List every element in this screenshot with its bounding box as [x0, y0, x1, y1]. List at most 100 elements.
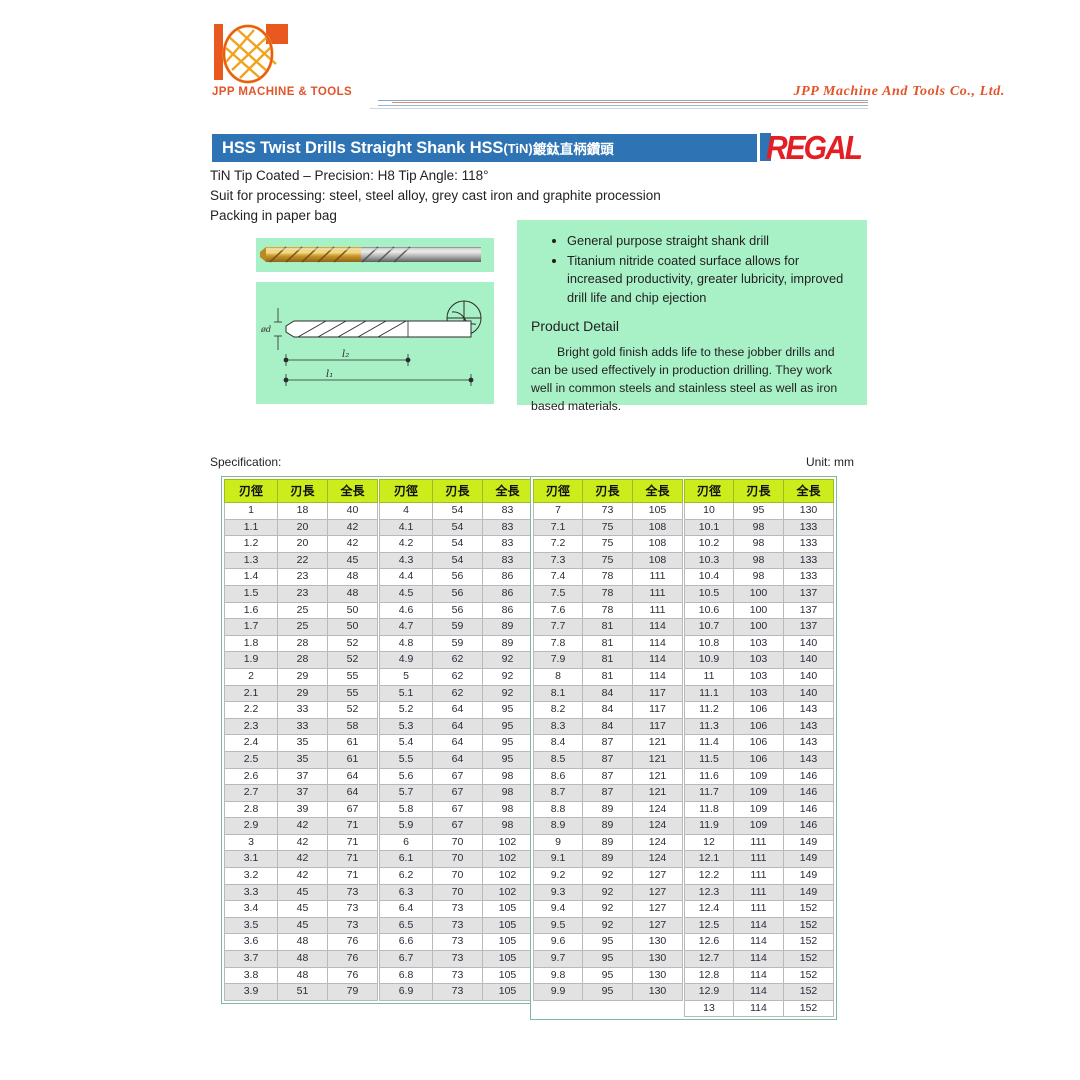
table-cell: 4.9: [379, 651, 433, 669]
table-cell: 12.2: [684, 867, 734, 885]
table-row: 5.7 67 98: [379, 784, 533, 802]
table-cell: 48: [327, 568, 378, 586]
table-cell: 59: [432, 618, 483, 636]
table-cell: 11.6: [684, 767, 734, 786]
table-row: 6.8 73 105: [379, 966, 533, 985]
table-cell: 51: [277, 983, 328, 1001]
table-cell: 114: [733, 950, 784, 968]
table-cell: 3.4: [224, 900, 278, 918]
table-header-row: 刃徑 刃長 全長: [224, 479, 378, 503]
table-cell: 152: [783, 983, 834, 1001]
table-cell: 105: [482, 966, 533, 985]
table-row: 12.1 111 149: [684, 850, 834, 869]
regal-brand-logo: REGAL: [760, 130, 868, 167]
table-cell: 10.4: [684, 568, 734, 586]
table-cell: 3.7: [224, 950, 278, 968]
table-row: 6.9 73 105: [379, 983, 533, 1001]
table-cell: 67: [432, 817, 483, 835]
table-cell: 98: [733, 568, 784, 586]
table-row: 12.8 114 152: [684, 966, 834, 985]
table-cell: 2.1: [224, 684, 278, 703]
table-cell: 105: [482, 916, 533, 935]
table-cell: 86: [482, 601, 533, 620]
table-cell: 58: [327, 717, 378, 736]
table-cell: 4.6: [379, 601, 433, 620]
table-cell: 35: [277, 734, 328, 752]
table-cell: 89: [482, 618, 533, 636]
spec-group-4: 刃徑 刃長 全長 10 95 130 10.1 98 133 10.2 98 133 10.3 98 133…: [684, 479, 834, 1018]
table-row: 11.7 109 146: [684, 784, 834, 802]
table-cell: 3.2: [224, 867, 278, 885]
table-cell: 8.7: [533, 784, 583, 802]
table-row: 5.3 64 95: [379, 717, 533, 736]
table-cell: 73: [432, 933, 483, 952]
table-cell: 1.6: [224, 601, 278, 620]
table-cell: 10.7: [684, 618, 734, 636]
table-cell: 76: [327, 933, 378, 952]
table-cell: 70: [432, 867, 483, 885]
table-cell: 1: [224, 502, 278, 520]
table-row: 1.9 28 52: [224, 651, 378, 669]
table-row: 13 114 152: [684, 999, 834, 1018]
table-cell: 48: [277, 966, 328, 985]
table-cell: 149: [783, 833, 834, 852]
table-cell: 3.3: [224, 883, 278, 902]
table-row: 5.1 62 92: [379, 684, 533, 703]
table-row: 7.5 78 111: [533, 584, 683, 603]
table-cell: 127: [632, 900, 683, 918]
table-row: 8.1 84 117: [533, 684, 683, 703]
table-cell: 130: [632, 966, 683, 985]
table-row: 11.5 106 143: [684, 750, 834, 769]
table-cell: 109: [733, 767, 784, 786]
table-cell: 114: [733, 966, 784, 985]
table-cell: 117: [632, 701, 683, 719]
table-row: 7.4 78 111: [533, 568, 683, 586]
table-cell: 6.9: [379, 983, 433, 1001]
table-cell: 95: [582, 983, 633, 1001]
table-cell: 84: [582, 701, 633, 719]
table-row: 4.4 56 86: [379, 568, 533, 586]
table-row: 12.2 111 149: [684, 867, 834, 885]
table-row: 6.6 73 105: [379, 933, 533, 952]
table-cell: 2.8: [224, 800, 278, 819]
table-cell: 70: [432, 833, 483, 852]
header-rule-3: [378, 105, 868, 106]
table-cell: 106: [733, 750, 784, 769]
table-row: 1.1 20 42: [224, 518, 378, 537]
column-header-2: 全長: [783, 479, 834, 503]
table-cell: 87: [582, 767, 633, 786]
table-cell: 37: [277, 767, 328, 786]
table-row: 9.6 95 130: [533, 933, 683, 952]
table-cell: 83: [482, 502, 533, 520]
table-row: 3.8 48 76: [224, 966, 378, 985]
regal-blue-bar: [760, 133, 771, 161]
table-cell: 7.8: [533, 634, 583, 653]
table-cell: 3.1: [224, 850, 278, 869]
table-cell: 140: [783, 684, 834, 703]
table-cell: 111: [733, 850, 784, 869]
table-cell: 124: [632, 817, 683, 835]
table-cell: 8: [533, 667, 583, 686]
table-cell: 7.2: [533, 535, 583, 553]
table-cell: 11.4: [684, 734, 734, 752]
column-header-1: 刃長: [277, 479, 328, 503]
table-cell: 67: [432, 800, 483, 819]
table-row: 12.3 111 149: [684, 883, 834, 902]
table-cell: 4: [379, 502, 433, 520]
table-row: 2.8 39 67: [224, 800, 378, 819]
table-cell: 64: [432, 701, 483, 719]
table-cell: 140: [783, 667, 834, 686]
table-cell: 67: [432, 784, 483, 802]
table-cell: 86: [482, 568, 533, 586]
letterhead: JPP MACHINE & TOOLS JPP Machine And Tool…: [0, 0, 1080, 118]
table-cell: 143: [783, 734, 834, 752]
table-cell: 7.9: [533, 651, 583, 669]
table-cell: 8.5: [533, 750, 583, 769]
table-cell: 114: [632, 667, 683, 686]
table-cell: 114: [632, 634, 683, 653]
table-cell: 124: [632, 833, 683, 852]
header-rule-2: [392, 102, 868, 103]
table-cell: 7: [533, 502, 583, 520]
table-row: 11.2 106 143: [684, 701, 834, 719]
table-cell: 64: [432, 734, 483, 752]
